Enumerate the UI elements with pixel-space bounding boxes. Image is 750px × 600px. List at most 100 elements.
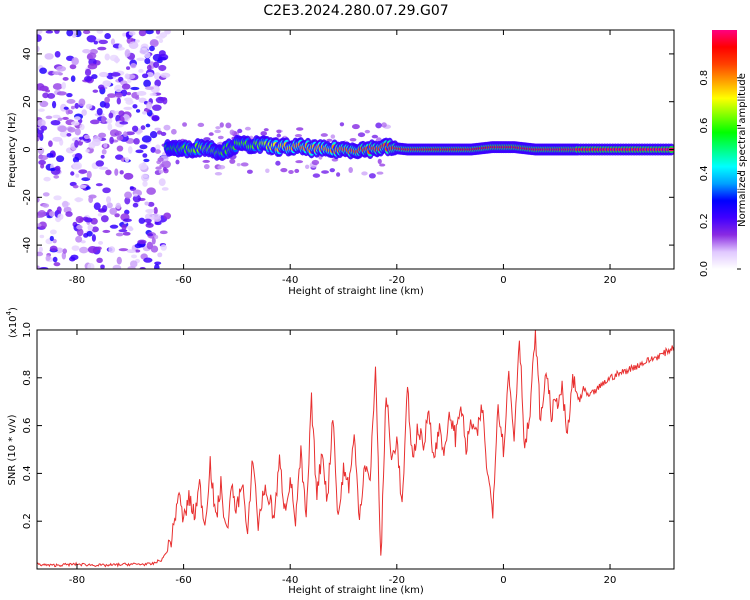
scatter-blob bbox=[154, 127, 161, 131]
noise-blob bbox=[39, 100, 49, 108]
noise-blob bbox=[141, 73, 149, 79]
noise-blob bbox=[142, 174, 148, 178]
noise-blob bbox=[125, 131, 135, 136]
colorbar: 0.0 0.2 0.4 0.6 0.8 Normalized spectral ampl… bbox=[699, 30, 748, 277]
noise-blob bbox=[45, 115, 53, 120]
noise-blob bbox=[87, 245, 98, 254]
noise-blob bbox=[98, 240, 104, 245]
noise-blob bbox=[50, 119, 61, 126]
noise-blob bbox=[93, 202, 101, 211]
snr-multiplier-close: ) bbox=[8, 307, 19, 311]
scatter-blob bbox=[237, 128, 243, 134]
heatmap-y-label: Frequency (Hz) bbox=[7, 112, 18, 188]
noise-blob bbox=[62, 248, 68, 254]
noise-blob bbox=[62, 116, 69, 120]
noise-blob bbox=[145, 123, 151, 128]
noise-blob bbox=[121, 224, 127, 230]
noise-blob bbox=[63, 106, 69, 110]
noise-blob bbox=[160, 131, 167, 136]
noise-blob bbox=[154, 234, 159, 240]
noise-blob bbox=[70, 75, 76, 83]
scatter-blob bbox=[203, 163, 210, 170]
noise-blob bbox=[116, 145, 124, 152]
noise-blob bbox=[119, 170, 124, 175]
y-tick-label: 0.4 bbox=[22, 465, 33, 481]
noise-blob bbox=[118, 110, 125, 117]
noise-blob bbox=[118, 43, 123, 50]
noise-blob bbox=[130, 86, 140, 91]
noise-blob bbox=[70, 105, 75, 110]
noise-blob bbox=[59, 130, 69, 138]
noise-blob bbox=[109, 224, 119, 229]
scatter-blob bbox=[215, 126, 221, 130]
noise-blob bbox=[154, 261, 162, 265]
scatter-blob bbox=[321, 170, 329, 174]
noise-blob bbox=[115, 202, 122, 210]
noise-blob bbox=[88, 196, 94, 204]
scatter-blob bbox=[203, 137, 211, 142]
noise-blob bbox=[114, 56, 119, 64]
noise-blob bbox=[83, 75, 93, 82]
noise-blob bbox=[79, 123, 85, 131]
noise-blob bbox=[151, 236, 156, 245]
noise-blob bbox=[49, 229, 57, 235]
noise-blob bbox=[158, 50, 166, 57]
noise-blob bbox=[79, 184, 88, 189]
noise-blob bbox=[134, 249, 141, 253]
scatter-blob bbox=[182, 122, 188, 127]
noise-blob bbox=[154, 263, 160, 269]
noise-blob bbox=[155, 30, 161, 35]
noise-blob bbox=[156, 130, 163, 135]
noise-blob bbox=[86, 35, 97, 43]
scatter-blob bbox=[377, 158, 382, 165]
noise-blob bbox=[109, 207, 118, 215]
scatter-blob bbox=[280, 168, 288, 173]
noise-blob bbox=[103, 142, 108, 148]
noise-blob bbox=[157, 56, 167, 61]
noise-blob bbox=[78, 98, 86, 107]
y-tick-label: 0.8 bbox=[22, 370, 33, 386]
y-tick-label: -20 bbox=[22, 189, 33, 205]
noise-blob bbox=[84, 68, 92, 77]
x-tick-label: -60 bbox=[175, 275, 191, 286]
noise-blob bbox=[122, 32, 127, 37]
noise-blob bbox=[39, 67, 47, 74]
noise-blob bbox=[37, 210, 47, 218]
noise-blob bbox=[87, 262, 95, 269]
noise-blob bbox=[134, 39, 140, 43]
noise-blob bbox=[75, 215, 84, 223]
noise-blob bbox=[109, 136, 114, 145]
noise-blob bbox=[45, 89, 51, 93]
noise-blob bbox=[140, 43, 149, 51]
noise-blob bbox=[126, 249, 137, 254]
noise-blob bbox=[100, 215, 109, 223]
noise-blob bbox=[37, 223, 42, 228]
noise-blob bbox=[81, 109, 87, 116]
snr-x-label: Height of straight line (km) bbox=[288, 585, 424, 596]
noise-blob bbox=[71, 137, 81, 142]
noise-blob bbox=[116, 256, 122, 265]
noise-blob bbox=[97, 213, 102, 217]
noise-blob bbox=[143, 158, 150, 163]
noise-blob bbox=[107, 123, 113, 131]
noise-blob bbox=[62, 200, 69, 208]
scatter-blob bbox=[276, 129, 282, 134]
noise-blob bbox=[42, 203, 50, 208]
noise-blob bbox=[118, 248, 129, 252]
noise-blob bbox=[66, 93, 73, 98]
noise-blob bbox=[39, 234, 45, 239]
noise-blob bbox=[108, 246, 116, 254]
snr-panel: -80 -60 -40 -20 0 20 0.2 0.4 0.6 0.8 1.0 Height o… bbox=[5, 307, 675, 596]
noise-blob bbox=[114, 84, 124, 93]
scatter-blob bbox=[296, 127, 304, 131]
noise-blob bbox=[143, 257, 153, 263]
noise-blob bbox=[140, 125, 146, 130]
heatmap-x-ticks: -80 -60 -40 -20 0 20 bbox=[69, 30, 616, 286]
noise-blob bbox=[54, 30, 60, 34]
noise-blob bbox=[86, 230, 93, 237]
scatter-blob bbox=[376, 171, 384, 175]
colorbar-tick-label: 0.6 bbox=[699, 118, 710, 134]
noise-blob bbox=[66, 132, 72, 137]
x-tick-label: -20 bbox=[389, 275, 405, 286]
